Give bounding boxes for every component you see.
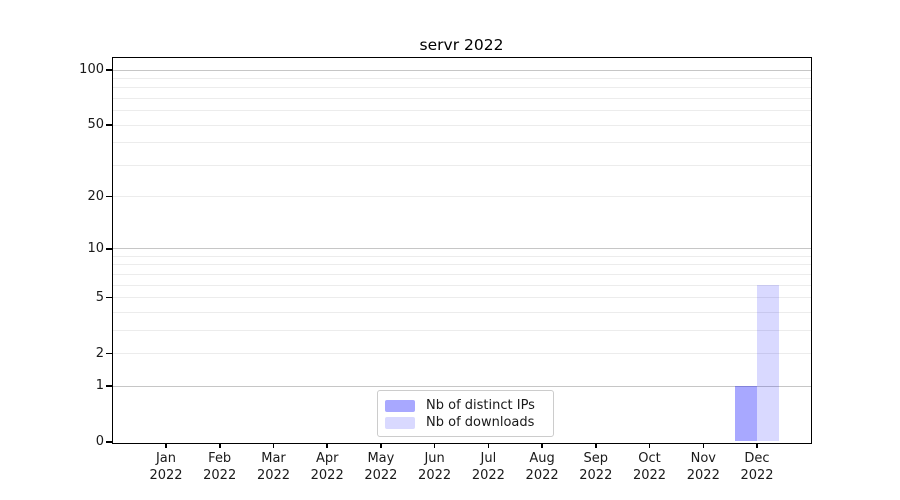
x-tick-label-year: 2022 (632, 467, 667, 483)
y-tick-label: 0 (95, 434, 104, 449)
gridline-minor (112, 297, 811, 299)
y-tick (105, 385, 112, 387)
gridline-minor (112, 196, 811, 198)
y-tick-label: 5 (95, 289, 104, 305)
y-tick-label: 2 (95, 345, 104, 361)
x-tick-label-year: 2022 (525, 467, 559, 483)
x-tick-label-year: 2022 (310, 467, 344, 483)
x-tick-label: Oct 2022 (618, 451, 682, 484)
y-tick-label: 10 (87, 240, 104, 256)
x-tick-label-year: 2022 (740, 467, 774, 483)
x-tick (272, 443, 275, 448)
x-tick-label-month: Jan (155, 451, 177, 466)
x-tick (595, 443, 597, 448)
gridline-major (112, 248, 811, 250)
legend-label: Nb of downloads (426, 415, 535, 430)
x-tick-label-month: Aug (529, 451, 555, 466)
y-tick-label: 50 (87, 117, 104, 133)
x-tick-label-month: Dec (744, 451, 770, 466)
x-tick-label: Mar 2022 (242, 451, 306, 484)
y-tick (105, 124, 112, 126)
x-tick-label: Apr 2022 (295, 451, 359, 484)
gridline-minor (112, 255, 811, 257)
plot-area (111, 56, 812, 444)
x-tick-label-year: 2022 (686, 467, 720, 483)
x-tick-label-month: Nov (690, 451, 716, 466)
legend-swatch (385, 416, 415, 429)
x-tick (380, 443, 382, 448)
x-tick-label: Sep 2022 (564, 451, 628, 484)
x-tick-label-year: 2022 (471, 467, 505, 483)
gridline-minor (112, 264, 811, 266)
y-tick-label: 20 (87, 188, 104, 204)
y-tick (105, 248, 112, 250)
bar-nb-of-distinct-ips (734, 385, 757, 442)
x-tick-label: Feb 2022 (188, 451, 252, 484)
x-tick-label-month: Feb (208, 451, 232, 466)
x-tick-label-year: 2022 (256, 467, 291, 483)
gridline-minor (112, 284, 811, 286)
x-tick (702, 443, 704, 448)
x-tick (433, 443, 436, 448)
x-tick (326, 443, 328, 448)
x-tick-label: Jan 2022 (134, 451, 198, 484)
x-tick (756, 443, 758, 448)
y-tick (105, 69, 112, 71)
legend-entry: Nb of distinct IPs (385, 397, 553, 414)
x-tick-label-year: 2022 (364, 467, 398, 483)
x-tick-label-month: Jun (424, 451, 445, 466)
legend-swatch (385, 399, 415, 412)
y-tick-label: 1 (95, 378, 104, 394)
x-tick-label-month: May (367, 451, 395, 466)
x-tick-label-month: Apr (315, 451, 339, 466)
x-tick-label-year: 2022 (418, 467, 452, 483)
gridline-minor (112, 87, 811, 89)
gridline-minor (112, 142, 811, 144)
x-tick (165, 443, 167, 448)
gridline-minor (112, 329, 811, 331)
gridline-minor (112, 124, 811, 126)
x-tick (648, 443, 651, 448)
gridline-minor (112, 77, 811, 79)
x-tick-label: May 2022 (349, 451, 413, 484)
legend: Nb of distinct IPs Nb of downloads (377, 390, 554, 437)
x-tick-label: Nov 2022 (671, 451, 735, 484)
gridline-minor (112, 97, 811, 99)
x-tick-label: Jun 2022 (403, 451, 467, 484)
y-tick (105, 352, 112, 355)
x-tick-label-year: 2022 (149, 467, 183, 483)
gridline-minor (112, 164, 811, 166)
x-tick-label: Aug 2022 (510, 451, 574, 484)
y-tick (105, 296, 112, 299)
x-tick-label-month: Sep (583, 451, 609, 466)
gridline-major (112, 385, 811, 387)
gridline-minor (112, 273, 811, 275)
x-tick-label-month: Oct (638, 451, 661, 466)
y-tick (105, 195, 112, 198)
legend-entry: Nb of downloads (385, 414, 553, 431)
x-tick-label: Dec 2022 (725, 451, 789, 484)
gridline-minor (112, 110, 811, 112)
x-tick (541, 443, 543, 448)
legend-label: Nb of distinct IPs (426, 398, 535, 413)
x-tick-label-month: Jul (480, 451, 497, 466)
x-tick-label-month: Mar (261, 451, 286, 466)
y-tick (105, 441, 112, 443)
x-tick (487, 443, 490, 448)
chart-title: servr 2022 (419, 36, 504, 54)
x-tick-label-year: 2022 (203, 467, 237, 483)
x-tick-label-year: 2022 (579, 467, 613, 483)
bar-nb-of-downloads (756, 284, 779, 442)
gridline-minor (112, 311, 811, 313)
y-tick-label: 100 (79, 62, 104, 77)
x-tick-label: Jul 2022 (456, 451, 520, 484)
x-tick (219, 443, 221, 448)
gridline-minor (112, 353, 811, 354)
gridline-major (112, 69, 811, 71)
